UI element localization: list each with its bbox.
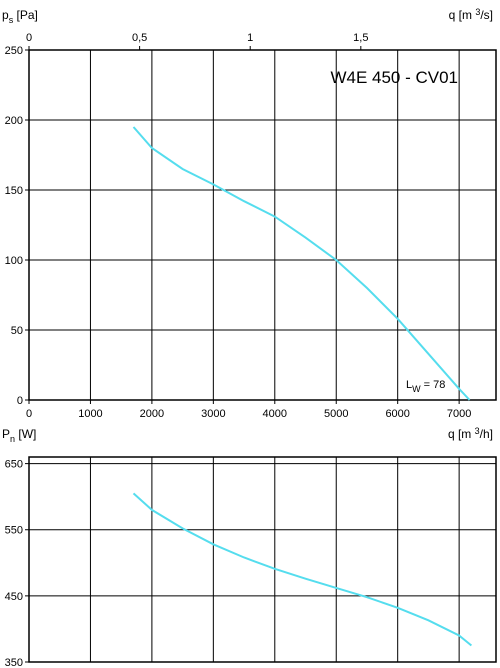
pressure-grid xyxy=(29,50,496,400)
chart-title: W4E 450 - CV01 xyxy=(330,68,458,87)
x-tick-label: 0 xyxy=(26,408,32,420)
top-tick-label: 0,5 xyxy=(132,32,147,44)
bottom-x-axis-label: q [m 3/h] xyxy=(448,426,493,441)
y-tick-label: 450 xyxy=(5,591,23,603)
pressure-curve xyxy=(132,126,471,401)
top-x-axis-label: q [m 3/s] xyxy=(449,7,493,22)
top-tick-label: 0 xyxy=(26,32,32,44)
y-tick-label: 150 xyxy=(5,185,23,197)
y-tick-label: 250 xyxy=(5,45,23,57)
top-tick-label: 1 xyxy=(247,32,253,44)
x-tick-label: 1000 xyxy=(78,408,102,420)
y-tick-label: 100 xyxy=(5,255,23,267)
y-tick-label: 350 xyxy=(5,657,23,668)
x-tick-label: 4000 xyxy=(263,408,287,420)
y-tick-label: 0 xyxy=(17,395,23,407)
bottom-x-ticks: 0 1000 2000 3000 4000 5000 6000 7000 xyxy=(26,400,471,420)
x-tick-label: 3000 xyxy=(201,408,225,420)
pressure-chart: ps [Pa] q [m 3/s] 0 50 100 150 200 250 0 0,5 1 1… xyxy=(2,7,497,420)
power-chart: Pn [W] q [m 3/h] 350 450 550 650 xyxy=(2,426,497,668)
top-x-ticks: 0 0,5 1 1,5 xyxy=(26,32,368,50)
pressure-plot-frame xyxy=(28,49,497,401)
pressure-y-axis-label: ps [Pa] xyxy=(2,8,38,25)
y-tick-label: 200 xyxy=(5,115,23,127)
y-tick-label: 650 xyxy=(5,459,23,471)
power-y-ticks: 350 450 550 650 xyxy=(5,459,29,668)
power-plot-frame xyxy=(28,456,497,663)
y-tick-label: 550 xyxy=(5,525,23,537)
x-tick-label: 6000 xyxy=(385,408,409,420)
pressure-y-ticks: 0 50 100 150 200 250 xyxy=(5,45,29,407)
power-y-axis-label: Pn [W] xyxy=(2,427,36,444)
power-curve xyxy=(132,492,473,647)
top-tick-label: 1,5 xyxy=(353,32,368,44)
power-grid xyxy=(29,457,496,662)
x-tick-label: 7000 xyxy=(447,408,471,420)
sound-power-annotation: LW = 78 xyxy=(406,379,445,394)
x-tick-label: 2000 xyxy=(140,408,164,420)
x-tick-label: 5000 xyxy=(324,408,348,420)
y-tick-label: 50 xyxy=(11,325,23,337)
